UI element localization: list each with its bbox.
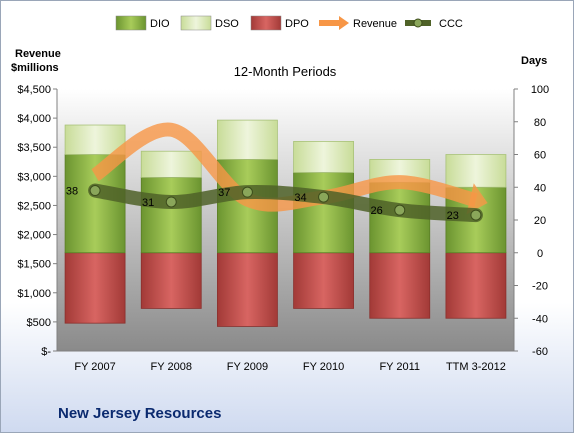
right-axis-label: Days [521,55,547,67]
left-tick-label: $2,000 [17,230,51,242]
left-tick-label: $1,000 [17,288,51,300]
company-name: New Jersey Resources [58,405,222,422]
ccc-line [88,183,483,223]
legend-label-dio: DIO [150,18,170,30]
left-tick-label: $3,500 [17,142,51,154]
legend-label-revenue: Revenue [353,18,397,30]
bar-dio [293,172,354,254]
left-axis-label-1: Revenue [15,48,61,60]
ccc-marker [470,209,482,221]
right-tick-label: 40 [534,182,546,194]
x-tick-label: FY 2007 [74,361,115,373]
right-tick-label: 20 [534,215,546,227]
legend-label-dpo: DPO [285,18,309,30]
x-tick-label: FY 2009 [227,361,268,373]
bar-dso [293,140,354,173]
right-tick-label: 0 [537,248,543,260]
bar-dio [140,177,202,254]
right-tick-label: 80 [534,117,546,129]
ccc-marker [165,196,177,208]
left-tick-label: $1,500 [17,259,51,271]
right-tick-label: 100 [531,84,549,96]
left-tick-label: $2,500 [17,200,51,212]
ccc-data-label: 38 [66,186,78,198]
ccc-data-label: 23 [447,210,459,222]
right-tick-label: -20 [532,281,548,293]
revenue-arrowhead [466,183,488,215]
revenue-line [91,122,478,212]
right-tick-label: 60 [534,150,546,162]
left-tick-label: $- [41,346,51,358]
ccc-data-label: 37 [218,187,230,199]
bar-dpo [369,252,431,319]
legend-swatch-dpo [250,15,282,31]
right-tick-label: -60 [532,346,548,358]
ccc-marker [89,185,101,197]
ccc-marker [241,186,253,198]
ccc-data-label: 31 [142,197,154,209]
right-tick-label: -40 [532,313,548,325]
left-tick-label: $3,000 [17,171,51,183]
ccc-data-label: 26 [371,205,383,217]
legend-label-ccc: CCC [439,18,463,30]
ccc-data-label: 34 [294,192,306,204]
ccc-marker [318,191,330,203]
ccc-marker [394,204,406,216]
legend-swatch-dso [180,15,212,31]
left-tick-label: $4,500 [17,84,51,96]
bar-dso [445,154,507,188]
legend-swatch-dio [115,15,147,31]
left-tick-label: $500 [27,317,51,329]
x-tick-label: FY 2010 [303,361,344,373]
bar-dpo [445,252,507,319]
chart-title: 12-Month Periods [234,64,337,79]
bar-dpo [64,252,126,324]
bar-dso [64,124,126,155]
bar-dpo [217,252,278,327]
x-tick-label: FY 2011 [379,361,420,373]
bar-dso [217,119,278,160]
bar-dpo [140,252,202,309]
bar-dpo [293,252,354,309]
x-tick-label: FY 2008 [151,361,192,373]
legend-arrow-revenue [339,16,349,30]
bar-dso [140,150,202,178]
legend-marker-ccc [413,18,423,28]
legend-label-dso: DSO [215,18,239,30]
left-axis-label-2: $millions [11,62,59,74]
left-tick-label: $4,000 [17,113,51,125]
x-tick-label: TTM 3-2012 [446,361,506,373]
